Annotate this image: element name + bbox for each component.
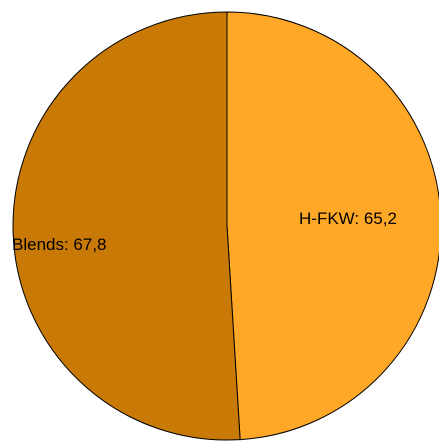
pie-slices (12, 11, 439, 441)
slice-label-h-fkw: H-FKW: 65,2 (299, 209, 397, 228)
pie-slice-h-fkw (226, 11, 439, 441)
pie-labels: H-FKW: 65,2 Blends: 67,8 (12, 209, 397, 254)
pie-slice-blends (12, 11, 241, 441)
slice-label-blends: Blends: 67,8 (12, 235, 107, 254)
